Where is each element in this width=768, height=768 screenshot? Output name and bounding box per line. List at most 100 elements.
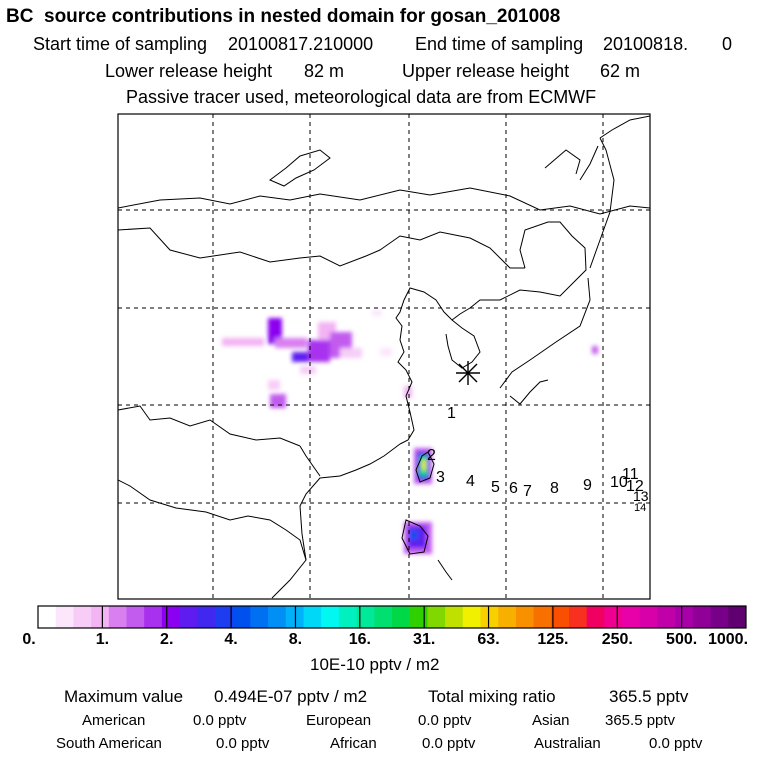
colorbar-swatch (445, 606, 464, 628)
american-label: American (82, 712, 146, 729)
upper-release-label: Upper release height (402, 61, 570, 81)
total-mixing-value: 365.5 pptv (609, 687, 689, 706)
australian-label: Australian (534, 735, 601, 752)
colorbar-swatch (639, 606, 658, 628)
colorbar-tick-label: 31. (413, 631, 436, 648)
colorbar-tick-label: 1000. (707, 631, 749, 648)
tracer-note: Passive tracer used, meteorological data… (126, 87, 597, 107)
african-label: African (330, 735, 377, 752)
colorbar-swatch (392, 606, 411, 628)
colorbar-swatch (338, 606, 357, 628)
colorbar-swatch (144, 606, 163, 628)
trajectory-label: 4 (466, 473, 475, 490)
colorbar-tick-label: 63. (477, 631, 500, 648)
colorbar-swatch (374, 606, 393, 628)
colorbar-swatch (409, 606, 428, 628)
colorbar-swatch (108, 606, 127, 628)
colorbar-tick-label: 500. (666, 631, 698, 648)
upper-release-value: 62 m (600, 61, 641, 81)
colorbar-swatch (675, 606, 694, 628)
european-label: European (306, 712, 372, 729)
colorbar-tick-label: 4. (224, 631, 238, 648)
colorbar-swatch (728, 606, 747, 628)
colorbar-tick-label: 8. (288, 631, 303, 648)
colorbar-swatch (569, 606, 588, 628)
colorbar-swatch (533, 606, 552, 628)
colorbar (37, 605, 747, 629)
map-frame (117, 113, 651, 600)
asian-value: 365.5 pptv (605, 712, 676, 729)
trajectory-label: 14 (634, 502, 646, 514)
plume-taiwan (414, 448, 432, 484)
colorbar-swatch (710, 606, 729, 628)
colorbar-swatch (197, 606, 216, 628)
south-american-value: 0.0 pptv (216, 735, 270, 752)
colorbar-tick-label: 16. (348, 631, 371, 648)
colorbar-swatch (321, 606, 340, 628)
plume-china-interior (222, 310, 392, 408)
colorbar-swatch (91, 606, 110, 628)
colorbar-swatch (498, 606, 517, 628)
trajectory-label: 10 (610, 474, 628, 491)
lat-lon-grid (118, 114, 650, 599)
african-value: 0.0 pptv (422, 735, 476, 752)
end-time-label: End time of sampling (415, 34, 584, 54)
start-time-value: 20100817.210000 (228, 34, 374, 54)
colorbar-swatch (268, 606, 287, 628)
colorbar-swatch (179, 606, 198, 628)
colorbar-swatch (232, 606, 251, 628)
european-value: 0.0 pptv (418, 712, 472, 729)
colorbar-swatch (657, 606, 676, 628)
colorbar-swatch (515, 606, 534, 628)
trajectory-label: 12 (626, 478, 644, 495)
american-value: 0.0 pptv (193, 712, 247, 729)
colorbar-tick-label: 0. (22, 631, 36, 648)
colorbar-swatch (126, 606, 145, 628)
plot-title: BC source contributions in nested domain… (6, 6, 561, 27)
coastlines (118, 115, 650, 599)
colorbar-swatch (303, 606, 322, 628)
trajectory-label: 7 (523, 483, 532, 500)
colorbar-swatch (622, 606, 641, 628)
colorbar-tick-label: 2. (160, 631, 174, 648)
colorbar-tick-label: 250. (601, 631, 633, 648)
colorbar-swatch (551, 606, 570, 628)
colorbar-frame (37, 605, 747, 629)
concentration-field (222, 310, 598, 554)
colorbar-swatch (427, 606, 446, 628)
colorbar-swatch (692, 606, 711, 628)
trajectory-label: 8 (550, 480, 559, 497)
colorbar-swatch (586, 606, 605, 628)
trajectory-label: 6 (509, 480, 518, 497)
total-mixing-label: Total mixing ratio (428, 687, 556, 706)
colorbar-swatch (161, 606, 180, 628)
australian-value: 0.0 pptv (649, 735, 703, 752)
trajectory-label: 11 (622, 466, 639, 483)
colorbar-swatch (73, 606, 92, 628)
receptor-star-icon (456, 361, 480, 385)
colorbar-tick-label: 1. (95, 631, 110, 648)
colorbar-unit: 10E-10 pptv / m2 (310, 655, 440, 674)
end-time-extra: 0 (722, 34, 733, 54)
colorbar-swatch (285, 606, 304, 628)
trajectory-label: 13 (633, 488, 649, 504)
lower-release-value: 82 m (304, 61, 345, 81)
south-american-label: South American (56, 735, 162, 752)
colorbar-tick-label: 125. (537, 631, 569, 648)
asian-label: Asian (532, 712, 570, 729)
trajectory-label: 1 (447, 405, 456, 422)
end-time-value: 20100818. (603, 34, 689, 54)
colorbar-swatch (480, 606, 499, 628)
trajectory-label: 3 (436, 469, 445, 486)
max-value-label: Maximum value (64, 687, 184, 706)
trajectory-label: 5 (491, 479, 500, 496)
lower-release-label: Lower release height (105, 61, 273, 81)
colorbar-swatch (38, 606, 57, 628)
colorbar-swatch (356, 606, 375, 628)
colorbar-swatch (55, 606, 74, 628)
colorbar-swatch (462, 606, 481, 628)
start-time-label: Start time of sampling (33, 34, 208, 54)
colorbar-swatch (250, 606, 269, 628)
max-value: 0.494E-07 pptv / m2 (214, 687, 368, 706)
